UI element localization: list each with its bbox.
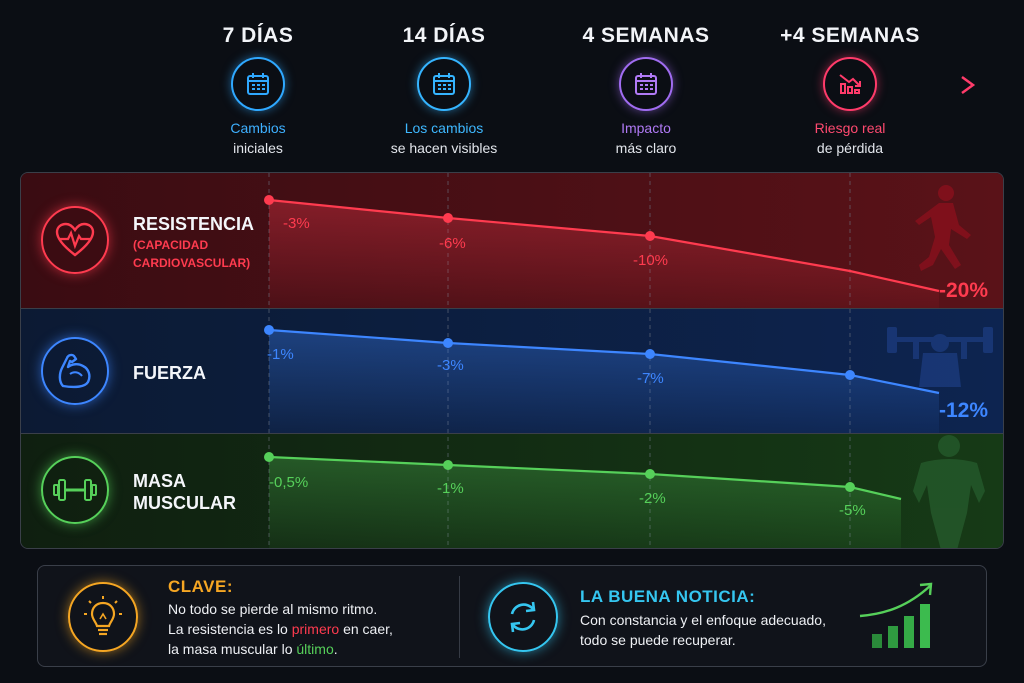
row-masa-muscular: MASA MUSCULAR [21, 434, 1003, 548]
highlight-primero: primero [291, 621, 340, 637]
value-label-resistencia-0: -3% [283, 215, 310, 232]
runner-silhouette [915, 185, 971, 271]
timeline: 7 DÍAS Cambios iniciales 14 DÍAS Los cam… [0, 0, 1024, 170]
key-line-2-end: en caer, [339, 621, 393, 637]
phase-title: 14 DÍAS [402, 24, 486, 47]
value-label-resistencia-2: -10% [633, 252, 668, 269]
row-label-masa-muscular: MASA MUSCULAR [133, 470, 236, 514]
refresh-icon [488, 582, 558, 652]
point-masa-muscular-2 [645, 469, 655, 479]
value-label-resistencia-1: -6% [439, 235, 466, 252]
point-resistencia-0 [264, 195, 274, 205]
phase-line2: se hacen visibles [390, 140, 498, 156]
point-fuerza-0 [264, 325, 274, 335]
area-fuerza [269, 330, 939, 433]
calendar-icon [231, 57, 285, 111]
phase-title: 4 SEMANAS [582, 24, 710, 47]
row-label-line: RESISTENCIA [133, 214, 255, 234]
key-line-3-text: la masa muscular lo [168, 641, 297, 657]
key-title: CLAVE: [168, 577, 234, 596]
point-masa-muscular-1 [443, 460, 453, 470]
phase-line1: Riesgo real [814, 120, 886, 136]
value-label-fuerza-2: -7% [637, 370, 664, 387]
good-news-line-2: todo se puede recuperar. [580, 632, 736, 648]
phase-line2: iniciales [233, 140, 283, 156]
heart-pulse-icon [41, 206, 109, 274]
value-label-fuerza-3: -12% [939, 399, 988, 422]
weightlifter-silhouette [887, 327, 993, 387]
value-label-masa-muscular-3: -5% [839, 502, 866, 519]
point-fuerza-2 [645, 349, 655, 359]
value-label-resistencia-3: -20% [939, 279, 988, 302]
area-resistencia [269, 200, 939, 308]
good-news-line-1: Con constancia y el enfoque adecuado, [580, 612, 826, 628]
value-label-masa-muscular-2: -2% [639, 490, 666, 507]
value-label-fuerza-0: -1% [267, 346, 294, 363]
good-news-text: Con constancia y el enfoque adecuado, to… [580, 610, 826, 650]
phase-14-dias: 14 DÍAS Los cambios se hacen visibles [354, 24, 534, 158]
key-line-2: La resistencia es lo primero en caer, [168, 619, 393, 639]
summary-box: CLAVE: No todo se pierde al mismo ritmo.… [37, 565, 987, 667]
area-masa-muscular [269, 457, 901, 548]
phase-line2: más claro [615, 140, 677, 156]
timeline-arrow-icon [961, 75, 976, 95]
phase-line1: Los cambios [404, 120, 484, 136]
row-label-line: MUSCULAR [133, 493, 236, 513]
good-news-title: LA BUENA NOTICIA: [580, 587, 756, 606]
key-line-1: No todo se pierde al mismo ritmo. [168, 601, 378, 617]
growth-bars-icon [859, 582, 933, 648]
dumbbell-icon [41, 456, 109, 524]
highlight-ultimo: último [296, 641, 334, 657]
value-label-masa-muscular-0: -0,5% [269, 474, 308, 491]
value-label-fuerza-1: -3% [437, 357, 464, 374]
calendar-icon [417, 57, 471, 111]
phase-mas-4-semanas: +4 SEMANAS Riesgo real de pérdida [760, 24, 940, 158]
key-line-3: la masa muscular lo último. [168, 639, 393, 659]
key-line-2-text: La resistencia es lo [168, 621, 292, 637]
phase-4-semanas: 4 SEMANAS Impacto más claro [556, 24, 736, 158]
row-sublabel-line: CARDIOVASCULAR) [133, 256, 251, 270]
row-fuerza: FUERZA [21, 309, 1003, 433]
point-fuerza-3 [845, 370, 855, 380]
bodybuilder-silhouette [913, 435, 985, 548]
metrics-panel: -3% -6% -10% -20% -1% -3% -7% -12% -0,5% -1% -2% -5… [20, 172, 1004, 549]
phase-title: 7 DÍAS [222, 24, 294, 47]
point-resistencia-1 [443, 213, 453, 223]
point-resistencia-2 [645, 231, 655, 241]
phase-line1: Cambios [230, 120, 286, 136]
point-fuerza-1 [443, 338, 453, 348]
phase-line2: de pérdida [816, 140, 884, 156]
row-label-resistencia: RESISTENCIA (CAPACIDAD CARDIOVASCULAR) [133, 213, 254, 272]
key-text: No todo se pierde al mismo ritmo. La res… [168, 599, 393, 659]
lightbulb-icon [68, 582, 138, 652]
row-label-line: FUERZA [133, 363, 206, 383]
key-line-3-end: . [333, 641, 338, 657]
point-masa-muscular-0 [264, 452, 274, 462]
row-resistencia: RESISTENCIA (CAPACIDAD CARDIOVASCULAR) [21, 173, 1003, 308]
phase-7-dias: 7 DÍAS Cambios iniciales [168, 24, 348, 158]
value-label-masa-muscular-1: -1% [437, 480, 464, 497]
summary-divider [459, 576, 460, 658]
phase-title: +4 SEMANAS [780, 24, 920, 47]
decline-chart: -3% -6% -10% -20% -1% -3% -7% -12% -0,5% -1% -2% -5… [21, 173, 1003, 548]
row-label-line: MASA [133, 471, 186, 491]
point-masa-muscular-3 [845, 482, 855, 492]
calendar-icon [619, 57, 673, 111]
flexed-arm-icon [41, 337, 109, 405]
chart-down-icon [823, 57, 877, 111]
row-label-fuerza: FUERZA [133, 362, 206, 384]
row-sublabel-line: (CAPACIDAD [133, 238, 209, 252]
phase-line1: Impacto [621, 120, 671, 136]
